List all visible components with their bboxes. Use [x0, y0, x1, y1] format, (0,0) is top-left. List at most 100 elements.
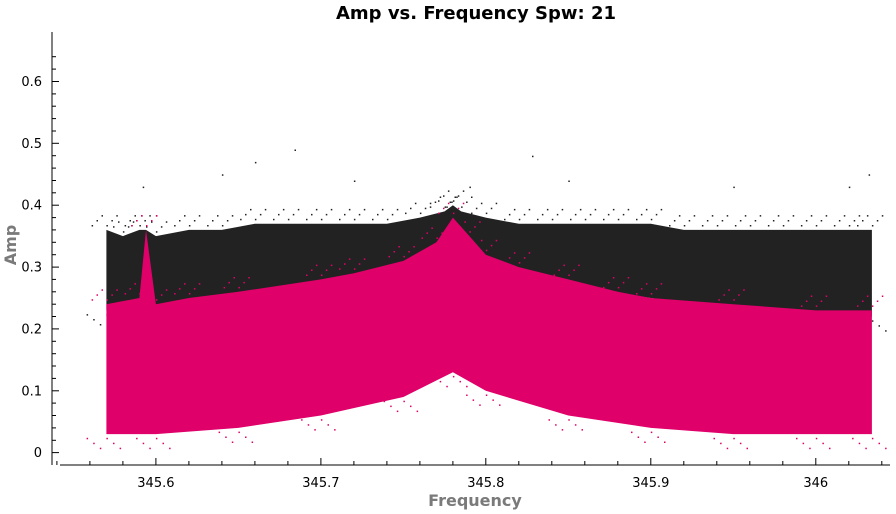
- series-1-outlier-point: [868, 174, 871, 176]
- series-1-point: [155, 231, 158, 233]
- series-1-point: [772, 220, 775, 222]
- series-2-edge-points: [86, 202, 887, 450]
- series-1-point: [146, 226, 148, 228]
- series-2-point: [627, 277, 630, 279]
- series-1-point: [381, 208, 384, 211]
- series-2-point: [822, 442, 824, 445]
- series-2-point: [607, 281, 610, 284]
- series-2-point: [475, 244, 478, 247]
- series-2-point: [561, 429, 564, 431]
- series-2-point: [251, 441, 254, 443]
- series-2-point: [479, 404, 481, 406]
- series-2-point: [885, 447, 887, 450]
- series-1-point: [523, 213, 526, 216]
- series-1-outlier-point: [469, 186, 471, 189]
- series-1-point: [363, 208, 366, 211]
- series-1-point: [344, 213, 346, 216]
- series-2-point: [871, 305, 874, 307]
- series-2-point: [390, 405, 392, 408]
- series-1-point: [782, 225, 785, 227]
- series-1-point: [193, 220, 196, 222]
- series-2-point: [113, 442, 115, 445]
- series-1-outlier-point: [848, 186, 851, 189]
- series-2-point: [466, 394, 468, 396]
- series-2-point: [612, 277, 615, 279]
- series-1-point: [800, 225, 803, 227]
- series-2-point: [325, 269, 328, 271]
- y-tick-label: 0.5: [21, 137, 42, 152]
- series-2-point: [162, 442, 164, 445]
- series-2-point: [146, 225, 148, 227]
- series-2-point: [151, 220, 153, 222]
- series-1-point: [306, 218, 308, 221]
- series-2-point: [862, 300, 864, 302]
- series-1-point: [419, 212, 422, 215]
- series-1-point: [386, 218, 389, 221]
- series-2-point: [245, 436, 247, 438]
- series-1-point: [749, 225, 752, 227]
- series-1-point: [594, 208, 597, 211]
- series-2-point: [306, 274, 308, 276]
- series-2-point: [320, 274, 323, 276]
- series-1-point: [174, 225, 176, 227]
- series-2-point: [353, 268, 356, 270]
- series-2-point: [548, 419, 550, 421]
- series-1-point: [810, 215, 813, 217]
- series-2-point: [733, 437, 735, 440]
- series-1-point: [151, 221, 153, 223]
- series-2-point: [555, 424, 557, 426]
- series-1-outlier-point: [733, 186, 735, 189]
- series-2-point: [396, 410, 399, 413]
- series-1-point: [688, 220, 691, 222]
- series-1-point: [461, 206, 463, 208]
- series-1-point: [122, 231, 125, 233]
- series-1-point: [91, 225, 94, 227]
- series-1-point: [787, 220, 790, 222]
- series-1-point: [438, 200, 440, 202]
- series-1-point: [325, 213, 328, 216]
- series-1-point: [245, 213, 247, 216]
- series-2-point: [492, 399, 494, 401]
- series-1-point: [429, 202, 432, 205]
- series-2-point: [301, 419, 303, 421]
- y-tick-label: 0: [34, 446, 42, 461]
- series-1-point: [132, 221, 135, 223]
- series-1-point: [825, 215, 828, 217]
- series-2-point: [193, 288, 196, 290]
- series-2-point: [508, 257, 511, 259]
- series-1-point: [848, 225, 851, 227]
- series-1-point: [434, 201, 437, 203]
- x-axis-label: Frequency: [428, 491, 522, 510]
- series-2-point: [93, 442, 95, 445]
- series-2-point: [452, 212, 455, 215]
- series-1-point: [622, 213, 625, 216]
- series-1-point: [603, 218, 605, 221]
- series-1-point: [885, 330, 887, 332]
- series-2-point: [631, 431, 633, 434]
- series-1-point: [315, 208, 318, 211]
- series-1-point: [504, 218, 506, 221]
- series-1-point: [353, 218, 356, 221]
- series-1-point: [726, 215, 729, 217]
- series-2-point: [129, 288, 131, 290]
- series-1-point: [650, 218, 653, 221]
- series-2-point: [169, 447, 171, 450]
- series-2-point: [457, 207, 460, 210]
- series-2-point: [426, 232, 428, 234]
- series-1-point: [475, 207, 478, 210]
- series-1-point: [589, 213, 592, 216]
- series-2-point: [363, 258, 366, 260]
- series-2-point: [165, 289, 168, 291]
- series-1-point: [660, 208, 663, 211]
- series-1-point: [537, 218, 539, 221]
- series-2-point: [146, 294, 148, 296]
- series-1-point: [287, 218, 290, 221]
- series-1-point: [139, 225, 141, 227]
- series-2-point: [857, 305, 859, 307]
- series-1-point: [449, 201, 452, 203]
- y-tick-label: 0.6: [21, 75, 42, 90]
- series-1-point: [179, 220, 181, 222]
- series-2-point: [106, 437, 108, 440]
- series-1-point: [495, 202, 498, 205]
- y-tick-label: 0.1: [21, 384, 42, 399]
